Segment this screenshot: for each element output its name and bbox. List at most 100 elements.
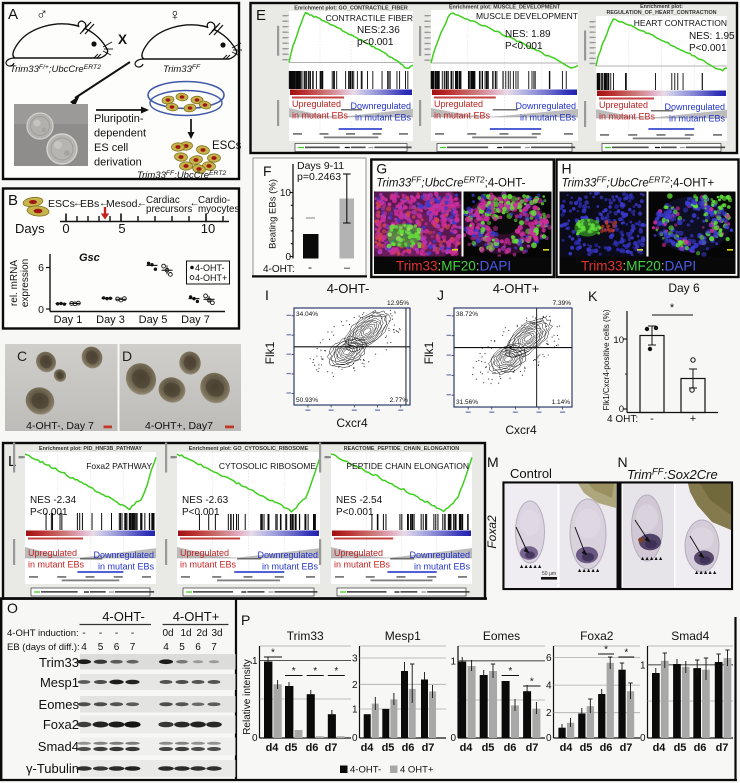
svg-text:in mutant EBs: in mutant EBs <box>262 562 319 572</box>
svg-text:Trim33FF;UbcCreERT2;4-OHT-: Trim33FF;UbcCreERT2;4-OHT- <box>376 175 525 190</box>
svg-text:6: 6 <box>114 642 120 653</box>
svg-text:A: A <box>8 6 18 23</box>
svg-text:Enrichment plot: MUSCLE_DEVELO: Enrichment plot: MUSCLE_DEVELOPMENT <box>449 5 561 11</box>
svg-text:Trim33FF;UbcCreERT2;4-OHT+: Trim33FF;UbcCreERT2;4-OHT+ <box>562 175 715 190</box>
svg-text:ESCs: ESCs <box>48 198 75 210</box>
svg-text:in mutant EBs: in mutant EBs <box>355 113 412 123</box>
svg-text:Day 3: Day 3 <box>96 314 125 326</box>
svg-text:*: * <box>624 648 628 659</box>
svg-text:4-OHT induction:: 4-OHT induction: <box>7 628 79 639</box>
svg-text:*: * <box>271 648 275 659</box>
svg-text:4-OHT:: 4-OHT: <box>263 264 295 275</box>
svg-text:Pluripotin-: Pluripotin- <box>94 113 144 125</box>
svg-text:Control: Control <box>510 466 552 481</box>
svg-text:*: * <box>530 677 534 688</box>
svg-text:EBs: EBs <box>80 198 99 210</box>
svg-text:←: ← <box>137 198 147 209</box>
svg-text:Relative intensity: Relative intensity <box>242 659 253 735</box>
svg-text:Mesod.: Mesod. <box>106 198 140 210</box>
svg-text:0: 0 <box>62 221 69 236</box>
svg-text:d7: d7 <box>620 742 633 754</box>
svg-text:Downregulated: Downregulated <box>515 101 576 111</box>
svg-text:NES: 1.89: NES: 1.89 <box>505 29 551 40</box>
svg-text:P<0.001: P<0.001 <box>336 507 374 518</box>
svg-text:10: 10 <box>280 188 292 199</box>
svg-text:Downregulated: Downregulated <box>409 550 470 560</box>
svg-text:Upregulated: Upregulated <box>180 548 229 558</box>
svg-text:0d: 0d <box>162 628 173 639</box>
svg-text:Foxa2 PATHWAY: Foxa2 PATHWAY <box>86 461 152 471</box>
svg-text:←: ← <box>99 198 109 209</box>
svg-text:3d: 3d <box>211 628 222 639</box>
svg-text:←: ← <box>73 198 83 209</box>
svg-text:J: J <box>437 287 444 303</box>
svg-text:in mutant EBs: in mutant EBs <box>599 112 656 122</box>
svg-text:CONTRACTILE FIBER: CONTRACTILE FIBER <box>326 13 413 23</box>
svg-text:Upregulated: Upregulated <box>599 100 648 110</box>
svg-text:expression: expression <box>20 259 31 307</box>
svg-text:d5: d5 <box>674 742 687 754</box>
svg-text:d4: d4 <box>460 742 474 754</box>
svg-text:1: 1 <box>640 660 646 671</box>
svg-text:-: - <box>115 627 119 639</box>
svg-text:MUSCLE DEVELOPMENT: MUSCLE DEVELOPMENT <box>476 11 578 21</box>
svg-text:precursors: precursors <box>146 204 192 215</box>
svg-text:2: 2 <box>546 708 552 719</box>
svg-text:-: - <box>82 627 86 639</box>
svg-text:I: I <box>265 287 269 303</box>
svg-text:50 µm: 50 µm <box>542 571 556 577</box>
svg-text:4-OHT-: 4-OHT- <box>350 765 381 776</box>
svg-text:Cxcr4: Cxcr4 <box>336 416 368 430</box>
svg-text:myocytes: myocytes <box>198 204 239 215</box>
svg-text:0: 0 <box>619 404 624 415</box>
svg-text:Eomes: Eomes <box>483 629 520 643</box>
svg-text:d6: d6 <box>306 742 319 754</box>
svg-text:Enrichment plot: GO_CONTRACTIL: Enrichment plot: GO_CONTRACTILE_FIBER <box>294 6 408 12</box>
svg-text:d4: d4 <box>653 742 667 754</box>
svg-text:d5: d5 <box>580 742 593 754</box>
svg-text:ES cell: ES cell <box>94 142 128 154</box>
svg-text:P<0.001: P<0.001 <box>182 507 220 518</box>
svg-text:Enrichment plot: GO_CYTOSOLIC_: Enrichment plot: GO_CYTOSOLIC_RIBOSOME <box>189 446 309 452</box>
svg-text:in mutant EBs: in mutant EBs <box>414 562 471 572</box>
svg-text:d7: d7 <box>325 742 338 754</box>
svg-text:-: - <box>99 627 103 639</box>
svg-text:dependent: dependent <box>94 128 146 140</box>
svg-text:Mesp1: Mesp1 <box>40 675 79 690</box>
svg-text:4-OHT+: 4-OHT+ <box>493 281 540 296</box>
svg-text:Cardio-: Cardio- <box>198 195 230 206</box>
svg-text:4-OHT+: 4-OHT+ <box>173 609 220 624</box>
svg-text:*: * <box>670 302 675 314</box>
svg-text:*: * <box>292 666 296 677</box>
svg-text:3: 3 <box>352 654 358 665</box>
svg-text:Gsc: Gsc <box>79 252 100 264</box>
svg-text:Flk1/Cxcr4-positive cells (%): Flk1/Cxcr4-positive cells (%) <box>602 309 611 410</box>
svg-text:PEPTIDE CHAIN ELONGATION: PEPTIDE CHAIN ELONGATION <box>346 461 469 471</box>
svg-text:Downregulated: Downregulated <box>664 102 725 112</box>
svg-text:Eomes: Eomes <box>39 697 80 712</box>
svg-text:Smad4: Smad4 <box>38 739 79 754</box>
svg-text:Foxa2: Foxa2 <box>485 515 499 549</box>
svg-text:0: 0 <box>38 304 44 316</box>
svg-text:NES:2.36: NES:2.36 <box>357 25 400 36</box>
svg-text:Flk1: Flk1 <box>422 341 436 364</box>
svg-text:Downregulated: Downregulated <box>93 550 154 560</box>
svg-text:EB (days of diff.):: EB (days of diff.): <box>7 642 80 653</box>
svg-text:-: - <box>308 260 312 274</box>
svg-text:5: 5 <box>118 221 125 236</box>
svg-text:38.72%: 38.72% <box>456 311 478 318</box>
svg-text:Day 7: Day 7 <box>181 314 210 326</box>
svg-text:Day 6: Day 6 <box>668 281 700 295</box>
svg-text:P<0.001: P<0.001 <box>505 41 543 52</box>
svg-text:F: F <box>263 163 272 179</box>
svg-text:♂: ♂ <box>36 6 48 23</box>
svg-text:♀: ♀ <box>169 7 181 24</box>
svg-text:TrimFF:Sox2Cre: TrimFF:Sox2Cre <box>627 466 718 482</box>
svg-text:4: 4 <box>81 642 87 653</box>
svg-text:CYTOSOLIC RIBOSOME: CYTOSOLIC RIBOSOME <box>219 461 316 471</box>
svg-text:P<0.001: P<0.001 <box>689 43 727 54</box>
svg-text:Foxa2: Foxa2 <box>43 717 79 732</box>
svg-text:in mutant EBs: in mutant EBs <box>334 560 391 570</box>
svg-text:5: 5 <box>179 642 185 653</box>
svg-text:4 OHT+: 4 OHT+ <box>400 765 434 776</box>
